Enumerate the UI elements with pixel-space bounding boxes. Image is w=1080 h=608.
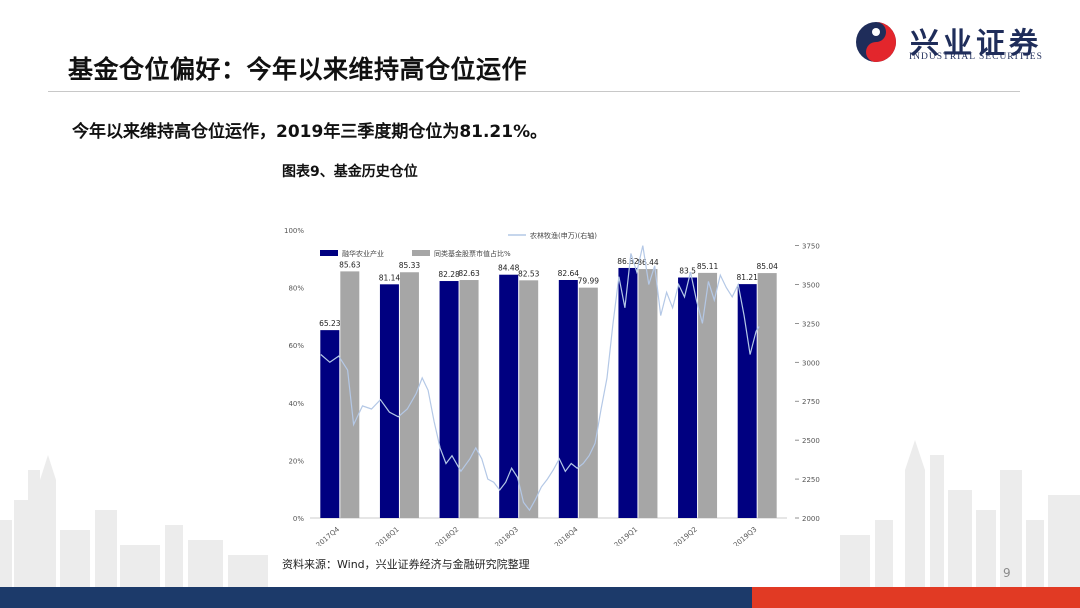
title-divider	[48, 91, 1020, 92]
bar-value-label: 82.53	[518, 269, 540, 278]
bar-value-label: 83.5	[679, 267, 696, 276]
bar-value-label: 82.64	[558, 269, 580, 278]
x-tick-label: 2019Q1	[613, 525, 639, 546]
y-right-tick-label: 2000	[802, 515, 820, 523]
bar-peer	[459, 280, 479, 518]
slide-title: 基金仓位偏好：今年以来维持高仓位运作	[68, 55, 528, 84]
footer-band-blue	[0, 587, 752, 608]
bar-value-label: 85.04	[756, 262, 778, 271]
fund-position-chart: 0% 20% 40% 60% 80% 100% 2000 2250 2500 2750 3000 32…	[284, 227, 820, 549]
x-tick-label: 2018Q2	[434, 525, 460, 546]
y-left-tick-label: 100%	[284, 227, 304, 235]
bar-fund	[439, 281, 459, 518]
legend-swatch-fund	[320, 250, 338, 256]
bar-value-label: 84.48	[498, 264, 520, 273]
bar-value-label: 81.21	[736, 273, 758, 282]
logo-name-en: INDUSTRIAL SECURITIES	[909, 52, 1043, 62]
bar-value-label: 82.63	[458, 269, 480, 278]
y-right-tick-label: 2250	[802, 476, 820, 484]
x-tick-label: 2017Q4	[315, 525, 342, 546]
legend-swatch-peer	[412, 250, 430, 256]
y-left-tick-label: 0%	[293, 515, 304, 523]
footer-band-red	[752, 587, 1080, 608]
bar-fund	[499, 274, 519, 518]
bar-fund	[379, 284, 399, 518]
bar-peer	[519, 280, 539, 518]
y-left-tick-label: 40%	[288, 400, 304, 408]
y-right-tick-label: 2500	[802, 437, 820, 445]
chart-panel: 0% 20% 40% 60% 80% 100% 2000 2250 2500 2750 3000 32…	[282, 214, 827, 549]
bar-peer	[399, 272, 419, 518]
logo-emblem-icon	[856, 22, 896, 62]
x-tick-label: 2018Q1	[374, 525, 400, 546]
y-left-tick-label: 60%	[288, 342, 304, 350]
bar-fund	[737, 284, 757, 518]
bar-value-label: 86.82	[617, 257, 639, 266]
y-right-tick-label: 3500	[802, 281, 820, 289]
bar-value-label: 85.33	[399, 261, 421, 270]
logo-name-cn: 兴业证券	[910, 26, 1043, 60]
bar-value-label: 81.14	[379, 273, 401, 282]
bar-value-label: 79.99	[578, 277, 600, 286]
slide-subtitle: 今年以来维持高仓位运作，2019年三季度期仓位为81.21%。	[72, 122, 548, 142]
y-left-tick-label: 80%	[288, 285, 304, 293]
bar-value-label: 85.11	[697, 262, 719, 271]
bar-value-label: 65.23	[319, 319, 341, 328]
bar-fund	[558, 279, 578, 518]
x-tick-label: 2018Q3	[494, 525, 520, 546]
bar-value-label: 82.28	[438, 270, 460, 279]
x-tick-label: 2019Q2	[672, 525, 698, 546]
bar-peer	[578, 287, 598, 518]
bar-peer	[757, 273, 777, 518]
bar-value-label: 85.63	[339, 260, 361, 269]
bar-peer	[698, 272, 718, 518]
y-right-tick-label: 3000	[802, 359, 820, 367]
y-left-tick-label: 20%	[288, 457, 304, 465]
bar-fund	[320, 330, 340, 518]
figure-title: 图表9、基金历史仓位	[282, 164, 418, 180]
bar-fund	[678, 277, 698, 518]
bar-value-label: 86.44	[637, 258, 659, 267]
legend-label-line: 农林牧渔(申万)(右轴)	[530, 231, 597, 240]
source-note: 资料来源：Wind，兴业证券经济与金融研究院整理	[282, 558, 530, 571]
x-tick-label: 2018Q4	[553, 525, 580, 546]
legend-label-fund: 融华农业产业	[342, 249, 384, 258]
line-series-agri-index	[320, 245, 760, 512]
y-right-tick-label: 3750	[802, 243, 820, 251]
y-right-tick-label: 2750	[802, 398, 820, 406]
bar-peer	[638, 269, 658, 518]
company-logo: 兴业证券 INDUSTRIAL SECURITIES	[852, 18, 1067, 66]
legend-label-peer: 同类基金股票市值占比%	[434, 249, 511, 258]
page-number: 9	[1003, 566, 1011, 580]
x-tick-label: 2019Q3	[732, 525, 758, 546]
y-right-tick-label: 3250	[802, 320, 820, 328]
bar-fund	[618, 267, 638, 518]
